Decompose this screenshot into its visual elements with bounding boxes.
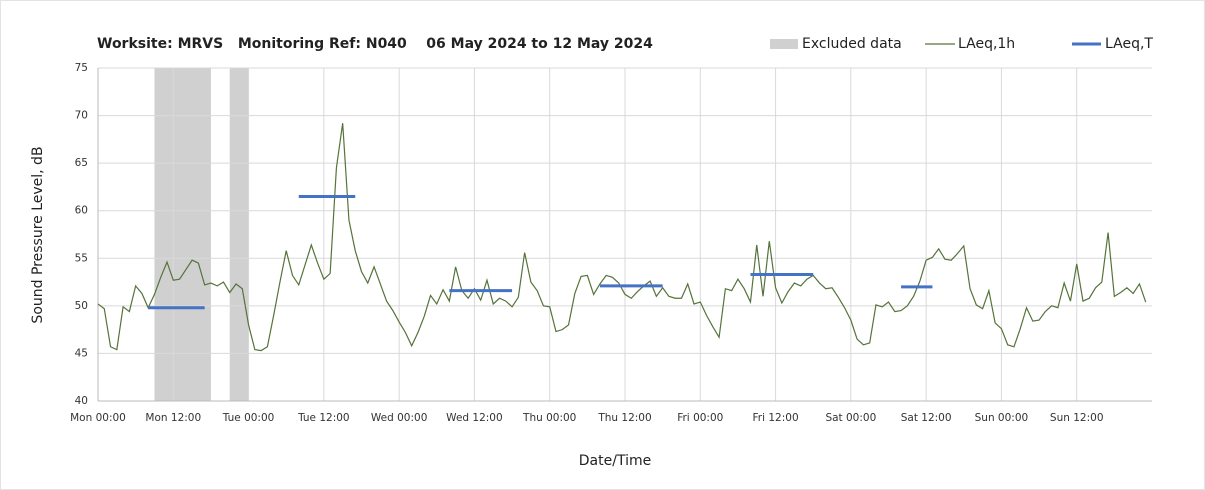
x-tick-label: Mon 12:00 — [145, 412, 201, 424]
legend-label: LAeq,1h — [958, 36, 1015, 52]
y-tick-label: 60 — [75, 205, 88, 217]
x-tick-label: Wed 12:00 — [446, 412, 503, 424]
line-series — [97, 123, 1147, 352]
y-tick-label: 65 — [75, 157, 88, 169]
y-axis-label: Sound Pressure Level, dB — [30, 146, 46, 323]
x-tick-label: Mon 00:00 — [70, 412, 126, 424]
x-axis-label: Date/Time — [579, 453, 651, 469]
y-tick-label: 50 — [75, 300, 88, 312]
y-tick-label: 75 — [75, 62, 88, 74]
y-tick-label: 70 — [75, 110, 88, 122]
x-tick-label: Fri 00:00 — [677, 412, 723, 424]
x-tick-label: Fri 12:00 — [753, 412, 799, 424]
excluded-band — [229, 68, 249, 401]
y-tick-label: 45 — [75, 347, 88, 359]
x-tick-label: Tue 00:00 — [222, 412, 275, 424]
chart-title: Worksite: MRVS Monitoring Ref: N040 06 M… — [97, 36, 653, 52]
x-tick-label: Wed 00:00 — [371, 412, 428, 424]
y-tick-label: 40 — [75, 395, 88, 407]
excluded-band — [154, 68, 211, 401]
x-tick-label: Sat 00:00 — [825, 412, 876, 424]
legend-label: LAeq,T — [1105, 36, 1153, 52]
x-tick-label: Tue 12:00 — [297, 412, 350, 424]
x-tick-label: Thu 12:00 — [597, 412, 651, 424]
legend-label: Excluded data — [802, 36, 902, 52]
x-tick-label: Thu 00:00 — [522, 412, 576, 424]
legend-swatch — [770, 39, 798, 49]
x-tick-label: Sat 12:00 — [901, 412, 952, 424]
x-tick-label: Sun 00:00 — [975, 412, 1029, 424]
x-tick-label: Sun 12:00 — [1050, 412, 1104, 424]
y-tick-label: 55 — [75, 252, 88, 264]
